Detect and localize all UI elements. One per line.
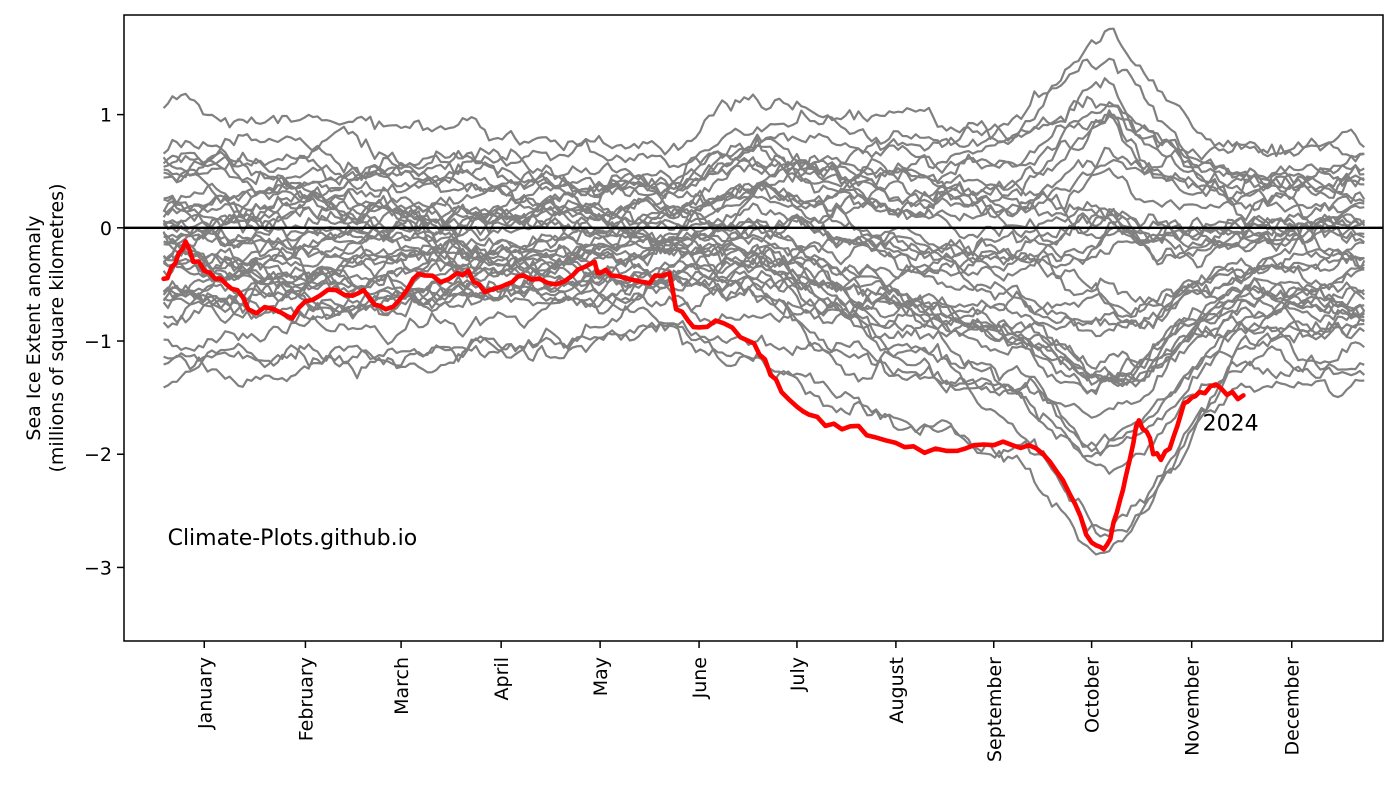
historical-year-line — [163, 146, 1366, 222]
annotations: 2024 Climate-Plots.github.io — [168, 412, 1259, 551]
y-tick-label: −2 — [84, 444, 112, 466]
y-tick-label: 0 — [100, 218, 112, 240]
y-tick-label: 1 — [100, 105, 112, 127]
historical-year-line — [162, 269, 1365, 457]
x-tick-label-june: June — [689, 657, 711, 699]
x-tick-label-january: January — [194, 657, 216, 730]
x-tick-label-september: September — [984, 657, 1006, 762]
series-label-2024: 2024 — [1203, 412, 1259, 437]
y-axis-label-line: (millions of square kilometres) — [46, 184, 68, 473]
historical-year-line — [162, 77, 1365, 190]
x-tick-label-february: February — [295, 657, 317, 741]
x-tick-label-october: October — [1082, 657, 1104, 733]
historical-year-line — [163, 232, 1365, 386]
y-axis: 1 0 −1 −2 −3 — [84, 105, 124, 579]
x-tick-label-november: November — [1182, 657, 1204, 756]
historical-year-line — [162, 257, 1365, 330]
x-tick-label-march: March — [391, 657, 413, 715]
y-axis-label-line: Sea Ice Extent anomaly — [23, 215, 45, 440]
y-tick-label: −3 — [84, 557, 112, 579]
historical-year-line — [162, 202, 1365, 305]
x-tick-label-august: August — [886, 657, 908, 724]
historical-year-line — [163, 194, 1365, 246]
historical-year-line — [162, 235, 1365, 388]
x-tick-label-may: May — [590, 657, 612, 696]
series-line-2024 — [161, 239, 1246, 552]
historical-year-line — [162, 92, 1365, 193]
historical-year-line — [162, 262, 1366, 370]
historical-year-line — [163, 114, 1365, 221]
historical-year-line — [163, 251, 1365, 331]
watermark-text: Climate-Plots.github.io — [168, 526, 418, 551]
y-tick-label: −1 — [84, 331, 112, 353]
x-tick-label-april: April — [491, 657, 513, 700]
historical-year-line — [162, 57, 1365, 199]
historical-year-line — [163, 305, 1365, 419]
historical-year-line — [163, 225, 1365, 298]
historical-year-line — [163, 144, 1365, 244]
x-tick-label-december: December — [1282, 657, 1304, 756]
plot-frame — [123, 14, 1384, 642]
historical-lines — [162, 27, 1366, 556]
x-tick-label-july: July — [787, 657, 809, 692]
historical-year-line — [163, 292, 1365, 448]
historical-year-line — [163, 27, 1366, 228]
historical-year-line — [162, 221, 1365, 289]
highlight-series — [161, 239, 1246, 552]
y-axis-label: Sea Ice Extent anomaly(millions of squar… — [23, 184, 68, 473]
historical-year-line — [162, 113, 1365, 226]
x-axis: January February March April May June July Augu… — [194, 641, 1304, 762]
